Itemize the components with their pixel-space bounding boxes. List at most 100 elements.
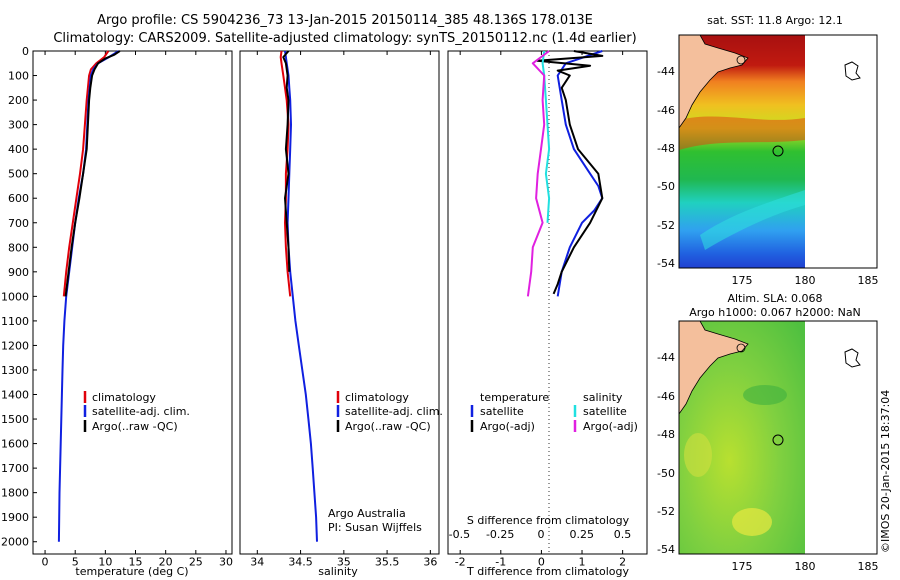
sla-xtick-175: 175: [732, 560, 753, 573]
depth-tick-label: 600: [8, 192, 29, 205]
sla-xtick-185: 185: [858, 560, 879, 573]
sla-xtick-180: 180: [795, 560, 816, 573]
x-tick-label: 10: [98, 556, 112, 569]
figure-title-line1: Argo profile: CS 5904236_73 13-Jan-2015 …: [97, 13, 593, 28]
s-tick-label: -0.25: [486, 528, 514, 541]
x-tick-label: 35: [337, 556, 351, 569]
x-tick-label: 1: [579, 556, 586, 569]
series-line-argo-raw-qc: [282, 50, 291, 272]
x-tick-label: 15: [129, 556, 143, 569]
depth-tick-label: 1900: [1, 511, 29, 524]
depth-tick-label: 200: [8, 94, 29, 107]
sla-map-frame: [678, 320, 878, 555]
sst-map-yticks: -44 -46 -48 -50 -52 -54: [657, 65, 675, 270]
series-line-climatology: [62, 50, 110, 297]
sst-ytick--50: -50: [657, 180, 675, 193]
legend-label-argo: Argo(..raw -QC): [92, 420, 178, 433]
s-tick-label: 0.25: [570, 528, 595, 541]
x-tick-label: 0: [42, 556, 49, 569]
program-annotation: Argo Australia: [328, 507, 406, 520]
depth-tick-label: 300: [8, 119, 29, 132]
sla-ytick--54: -54: [657, 543, 675, 556]
x-tick-label: 0: [538, 556, 545, 569]
depth-tick-label: 1600: [1, 438, 29, 451]
depth-tick-label: 1200: [1, 339, 29, 352]
x-tick-label: 5: [72, 556, 79, 569]
depth-tick-label: 1000: [1, 290, 29, 303]
difference-panel: -2 -1 0 1 2 -0.5 -0.25 0 0.25 0.5 temperature sa…: [447, 50, 648, 578]
depth-tick-label: 1800: [1, 487, 29, 500]
chatham-islands-outline: [844, 348, 861, 368]
difference-legend: temperature satellite Argo(-adj) salinit…: [470, 391, 638, 433]
sst-ytick--54: -54: [657, 257, 675, 270]
sst-ytick--52: -52: [657, 219, 675, 232]
legend-label-argo: Argo(..raw -QC): [345, 420, 431, 433]
x-tick-label: 20: [159, 556, 173, 569]
sst-xtick-180: 180: [795, 274, 816, 287]
salinity-panel: 34 34.5 35 35.5 36 climatology satellite-adj…: [239, 50, 443, 578]
copyright-credit: ©IMOS 20-Jan-2015 18:37:04: [879, 390, 892, 553]
x-tick-label: 2: [619, 556, 626, 569]
legend-title-salinity: salinity: [583, 391, 623, 404]
sst-xtick-185: 185: [858, 274, 879, 287]
x-tick-label: -1: [495, 556, 506, 569]
sla-ytick--48: -48: [657, 428, 675, 441]
sla-map-title-line2: Argo h1000: 0.067 h2000: NaN: [689, 306, 861, 319]
legend-label-s-satellite: satellite: [583, 405, 627, 418]
sla-high-anomaly-2: [684, 433, 712, 477]
salinity-axis: 34 34.5 35 35.5 36: [250, 51, 437, 569]
temperature-plot-frame: [32, 50, 233, 555]
sst-ytick--46: -46: [657, 104, 675, 117]
depth-tick-label: 0: [22, 45, 29, 58]
depth-tick-label: 900: [8, 266, 29, 279]
depth-tick-label: 1400: [1, 389, 29, 402]
sst-map-title: sat. SST: 11.8 Argo: 12.1: [707, 14, 843, 27]
series-line-salinity-argo-adj: [526, 50, 550, 297]
salinity-legend: climatology satellite-adj. clim. Argo(..…: [336, 391, 443, 433]
s-tick-label: 0.5: [614, 528, 632, 541]
temperature-axis: 0 5 10 15 20 25 30: [42, 51, 233, 569]
sst-xtick-175: 175: [732, 274, 753, 287]
depth-axis: 0 100 200 300 400 500 600 700 800 900 1000 1100 1200…: [1, 45, 37, 549]
legend-label-t-satellite: satellite: [480, 405, 524, 418]
land-new-zealand: [678, 34, 749, 130]
temperature-panel: 0100200300400500600700800900100011001200…: [1, 45, 233, 578]
x-tick-label: 34.5: [288, 556, 313, 569]
x-tick-label: 34: [250, 556, 264, 569]
sla-map: Altim. SLA: 0.068 Argo h1000: 0.067 h200…: [657, 292, 878, 573]
depth-tick-label: 400: [8, 143, 29, 156]
depth-tick-label: 500: [8, 168, 29, 181]
sla-ytick--44: -44: [657, 351, 675, 364]
temperature-series: [57, 50, 121, 542]
s-tick-label: 0: [537, 528, 544, 541]
x-tick-label: 25: [189, 556, 203, 569]
series-line-temperature-argo-adj: [536, 50, 604, 295]
salinity-series: [279, 50, 318, 542]
sla-ytick--52: -52: [657, 505, 675, 518]
legend-label-satellite: satellite-adj. clim.: [92, 405, 190, 418]
figure-title-line2: Climatology: CARS2009. Satellite-adjuste…: [53, 31, 636, 46]
sla-map-xticks: 175 180 185: [732, 560, 879, 573]
pi-annotation: PI: Susan Wijffels: [328, 521, 422, 534]
legend-label-satellite: satellite-adj. clim.: [345, 405, 443, 418]
depth-tick-label: 1300: [1, 364, 29, 377]
sst-ytick--44: -44: [657, 65, 675, 78]
x-tick-label: 36: [423, 556, 437, 569]
sla-map-yticks: -44 -46 -48 -50 -52 -54: [657, 351, 675, 556]
sst-map-frame: [678, 34, 878, 269]
series-line-argo-raw-qc: [64, 50, 121, 297]
sst-map-xticks: 175 180 185: [732, 274, 879, 287]
depth-tick-label: 700: [8, 217, 29, 230]
sla-ytick--46: -46: [657, 390, 675, 403]
temperature-legend: climatology satellite-adj. clim. Argo(..…: [83, 391, 190, 433]
depth-tick-label: 2000: [1, 536, 29, 549]
salinity-axis-label: salinity: [318, 565, 358, 578]
sst-ytick--48: -48: [657, 142, 675, 155]
sla-ytick--50: -50: [657, 467, 675, 480]
sla-map-title-line1: Altim. SLA: 0.068: [727, 292, 822, 305]
sst-map: sat. SST: 11.8 Argo: 12.1 175 180 185 -4…: [657, 14, 878, 287]
sla-low-anomaly: [743, 385, 787, 405]
x-tick-label: -2: [455, 556, 466, 569]
temperature-axis-label: temperature (deg C): [75, 565, 188, 578]
